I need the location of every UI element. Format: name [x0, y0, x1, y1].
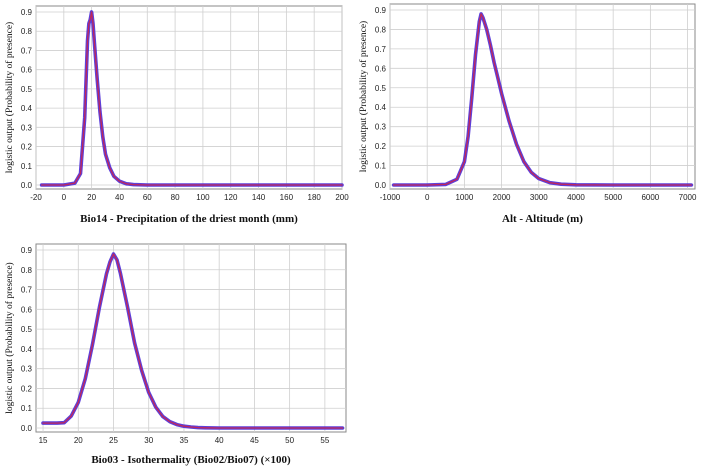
y-tick-label-3-8: 0.8 [21, 266, 33, 275]
y-axis-title-2: logistic output (Probability of presence… [358, 21, 369, 172]
y-tick-label-3-2: 0.2 [21, 384, 33, 393]
chart-precipitation-driest-month: -20 0 20 40 60 80 100 120 140 160 180 200 0.0 0.1 0.2 0… [0, 0, 350, 230]
x-tick-label-2-7: 6000 [641, 193, 659, 202]
y-tick-label-2-2: 0.2 [375, 142, 387, 151]
y-tick-label-2-0: 0.0 [375, 181, 387, 190]
x-tick-label-1-5: 80 [171, 193, 180, 202]
y-tick-label-3-4: 0.4 [21, 345, 33, 354]
series-line-3-0 [42, 253, 344, 429]
x-tick-label-1-0: -20 [30, 193, 42, 202]
x-tick-label-1-9: 160 [280, 193, 294, 202]
x-axis-title-3: Bio03 - Isothermality (Bio02/Bio07) (×10… [91, 454, 291, 466]
y-tick-label-2-5: 0.5 [375, 84, 387, 93]
y-tick-label-1-7: 0.7 [21, 46, 33, 55]
x-tick-label-1-10: 180 [308, 193, 322, 202]
y-tick-label-1-3: 0.3 [21, 123, 33, 132]
y-tick-label-1-9: 0.9 [21, 8, 33, 17]
x-tick-label-3-7: 50 [285, 436, 294, 445]
plot-frame-2 [389, 3, 696, 190]
chart-0-svg: -20 0 20 40 60 80 100 120 140 160 180 200 0.0 0.1 0.2 0… [4, 5, 349, 225]
x-tick-label-2-2: 1000 [455, 193, 473, 202]
x-tick-label-1-3: 40 [115, 193, 124, 202]
y-tick-label-3-0: 0.0 [21, 424, 33, 433]
x-tick-label-3-6: 45 [250, 436, 259, 445]
x-tick-label-3-8: 55 [320, 436, 329, 445]
x-tick-label-2-4: 3000 [530, 193, 548, 202]
series-line-1-0 [40, 11, 343, 186]
y-tick-label-2-7: 0.7 [375, 45, 387, 54]
y-tick-label-1-1: 0.1 [21, 162, 33, 171]
chart-altitude: -1000 0 1000 2000 3000 4000 5000 6000 7000 0.0 0.1… [354, 0, 706, 230]
x-axis-title-2: Alt - Altitude (m) [502, 213, 583, 225]
x-tick-label-1-8: 140 [252, 193, 266, 202]
series-line-2-0 [393, 13, 692, 186]
x-tick-label-1-1: 0 [62, 193, 67, 202]
y-tick-label-3-1: 0.1 [21, 404, 33, 413]
y-tick-label-2-4: 0.4 [375, 103, 387, 112]
y-tick-label-3-3: 0.3 [21, 365, 33, 374]
y-tick-label-1-8: 0.8 [21, 27, 33, 36]
y-axis-title-3: logistic output (Probability of presence… [4, 262, 15, 413]
y-tick-label-1-2: 0.2 [21, 143, 33, 152]
x-tick-label-3-1: 20 [74, 436, 83, 445]
y-tick-label-2-8: 0.8 [375, 25, 387, 34]
y-tick-label-1-6: 0.6 [21, 66, 33, 75]
y-tick-label-1-4: 0.4 [21, 104, 33, 113]
plot-frame-3 [35, 243, 347, 433]
x-tick-label-1-4: 60 [143, 193, 152, 202]
x-tick-label-1-11: 200 [335, 193, 349, 202]
x-tick-label-2-0: -1000 [380, 193, 401, 202]
chart-2-svg: 15 20 25 30 35 40 45 50 55 0.0 0.1 0.2 0.3 0.4 0.5 0.6 0… [4, 243, 347, 466]
x-tick-label-3-4: 35 [180, 436, 189, 445]
y-tick-label-1-5: 0.5 [21, 85, 33, 94]
y-tick-label-2-1: 0.1 [375, 162, 387, 171]
x-tick-label-1-7: 120 [224, 193, 238, 202]
y-tick-label-2-6: 0.6 [375, 64, 387, 73]
x-tick-label-2-5: 4000 [567, 193, 585, 202]
y-axis-title-1: logistic output (Probability of presence… [4, 22, 15, 173]
x-tick-label-3-5: 40 [215, 436, 224, 445]
y-tick-label-2-3: 0.3 [375, 123, 387, 132]
x-tick-label-3-3: 30 [144, 436, 153, 445]
y-tick-label-2-9: 0.9 [375, 6, 387, 15]
x-tick-label-2-3: 2000 [493, 193, 511, 202]
y-tick-label-3-9: 0.9 [21, 246, 33, 255]
y-tick-label-3-7: 0.7 [21, 286, 33, 295]
chart-isothermality: 15 20 25 30 35 40 45 50 55 0.0 0.1 0.2 0.3 0.4 0.5 0.6 0… [0, 238, 354, 468]
x-tick-label-3-0: 15 [39, 436, 48, 445]
x-tick-label-2-1: 0 [425, 193, 430, 202]
x-tick-label-3-2: 25 [109, 436, 118, 445]
x-tick-label-2-6: 5000 [604, 193, 622, 202]
x-tick-label-1-2: 20 [87, 193, 96, 202]
x-tick-label-1-6: 100 [196, 193, 210, 202]
x-tick-label-2-8: 7000 [679, 193, 697, 202]
chart-1-svg: -1000 0 1000 2000 3000 4000 5000 6000 7000 0.0 0.1… [358, 3, 697, 225]
y-tick-label-3-5: 0.5 [21, 325, 33, 334]
x-axis-title-1: Bio14 - Precipitation of the driest mont… [80, 213, 298, 225]
y-tick-label-3-6: 0.6 [21, 305, 33, 314]
y-tick-label-1-0: 0.0 [21, 181, 33, 190]
